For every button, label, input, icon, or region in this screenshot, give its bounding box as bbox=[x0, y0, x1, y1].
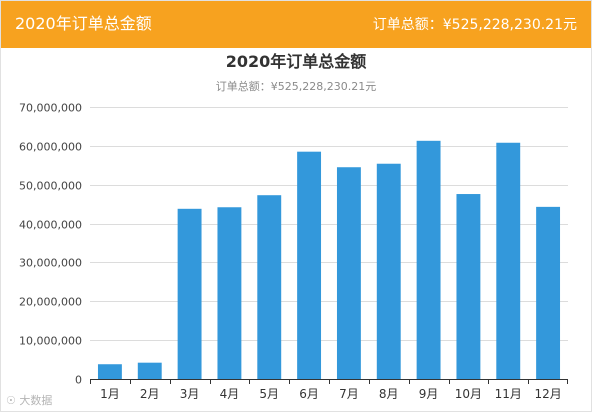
bar bbox=[496, 142, 521, 379]
y-tick-label: 70,000,000 bbox=[19, 102, 82, 115]
x-tick-label: 12月 bbox=[534, 387, 561, 401]
y-tick-label: 50,000,000 bbox=[19, 180, 82, 193]
header-bar: 2020年订单总金额 订单总额：¥525,228,230.21元 bbox=[1, 1, 591, 48]
y-tick-label: 20,000,000 bbox=[19, 296, 82, 309]
bar bbox=[137, 362, 162, 379]
x-tick-label: 6月 bbox=[299, 387, 319, 401]
x-tick-label: 5月 bbox=[259, 387, 279, 401]
bar bbox=[297, 151, 322, 379]
y-tick-label: 40,000,000 bbox=[19, 219, 82, 232]
bar bbox=[456, 194, 481, 379]
weibo-icon: ☉ bbox=[6, 394, 16, 407]
y-tick-label: 60,000,000 bbox=[19, 141, 82, 154]
chart-subtitle: 订单总额：¥525,228,230.21元 bbox=[215, 80, 377, 93]
bar bbox=[376, 163, 401, 379]
chart-title: 2020年订单总金额 bbox=[225, 52, 367, 71]
watermark-logo: ☉ 大数据 bbox=[6, 392, 52, 408]
header-total-amount: 订单总额：¥525,228,230.21元 bbox=[372, 17, 577, 33]
x-tick-label: 4月 bbox=[220, 387, 240, 401]
x-tick-label: 2月 bbox=[140, 387, 160, 401]
x-tick-label: 7月 bbox=[339, 387, 359, 401]
bar bbox=[536, 206, 561, 379]
y-tick-label: 10,000,000 bbox=[19, 335, 82, 348]
bar bbox=[416, 140, 441, 379]
bar bbox=[177, 208, 202, 379]
header-title: 2020年订单总金额 bbox=[15, 14, 152, 33]
x-tick-label: 1月 bbox=[100, 387, 120, 401]
bar bbox=[336, 167, 361, 379]
x-tick-label: 10月 bbox=[455, 387, 482, 401]
x-tick-label: 9月 bbox=[419, 387, 439, 401]
y-tick-label: 30,000,000 bbox=[19, 257, 82, 270]
x-tick-label: 3月 bbox=[180, 387, 200, 401]
bar bbox=[257, 195, 282, 379]
y-tick-label: 0 bbox=[75, 374, 82, 387]
bar bbox=[217, 207, 242, 379]
x-tick-label: 11月 bbox=[495, 387, 522, 401]
bar bbox=[97, 364, 122, 379]
x-tick-label: 8月 bbox=[379, 387, 399, 401]
watermark-text: 大数据 bbox=[19, 394, 53, 407]
